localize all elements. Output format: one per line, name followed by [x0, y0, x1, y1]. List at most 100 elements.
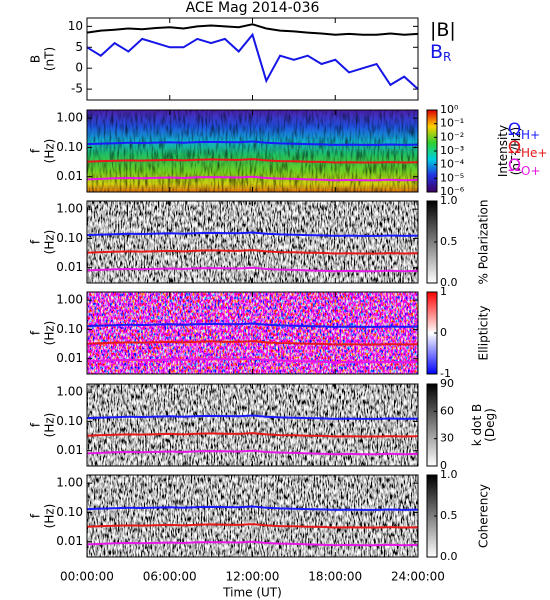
plot-frame [86, 291, 419, 375]
y-tick-label: 1.00 [56, 476, 83, 490]
y-axis-label: f [29, 148, 43, 153]
plot-frame [86, 383, 419, 467]
series-line [86, 357, 419, 364]
y-axis-label: (Hz) [43, 139, 57, 164]
plot-frame [86, 109, 419, 193]
colorbar-label: Coherency [477, 484, 491, 548]
y-axis-label: (Hz) [43, 321, 57, 346]
y-tick-label: 0.10 [56, 505, 83, 519]
colorbar-label: Intensity [496, 125, 510, 177]
series-line [86, 249, 419, 255]
y-tick-label: 10 [68, 19, 83, 33]
y-axis-label: f [29, 239, 43, 244]
colorbar-tick-label: 10⁻³ [440, 144, 464, 157]
series-line [86, 322, 419, 328]
y-axis-label: B [29, 55, 43, 63]
y-tick-label: 0.01 [56, 351, 83, 365]
series-line [86, 340, 419, 346]
colorbar-tick-label: 1.0 [440, 194, 458, 207]
series-line [86, 231, 419, 237]
legend-name: Ω [508, 156, 521, 176]
legend-entry: |B| [430, 19, 456, 41]
y-tick-label: 0.01 [56, 534, 83, 548]
series-line [86, 23, 419, 36]
series-line [86, 140, 419, 146]
colorbar-tick-label: 0.5 [440, 235, 458, 248]
series-line [86, 32, 419, 90]
y-tick-label: 0.01 [56, 260, 83, 274]
y-tick-label: 0.10 [56, 140, 83, 154]
colorbar-label: k dot B [470, 404, 484, 446]
legend-entry: ΩH+ [508, 120, 540, 142]
legend-entry: ΩHe+ [508, 138, 547, 160]
legend-subscript: R [443, 50, 451, 64]
colorbar-tick-label: 10⁻⁶ [440, 185, 465, 198]
legend-subscript: O+ [521, 164, 541, 178]
y-tick-label: 1.00 [56, 293, 83, 307]
plot-frame [86, 17, 419, 101]
colorbar-tick-label: 10⁻⁴ [440, 158, 465, 171]
colorbar-tick-label: 10⁻² [440, 130, 464, 143]
colorbar-tick-label: 0.0 [440, 550, 458, 563]
colorbar-tick-label: 10⁰ [440, 103, 459, 116]
y-axis-label: f [29, 422, 43, 427]
y-axis-label: (Hz) [43, 230, 57, 255]
colorbar-tick-label: 0 [440, 326, 447, 339]
series-line [86, 432, 419, 438]
colorbar-tick-label: 1.0 [440, 468, 458, 481]
y-tick-label: 0.01 [56, 443, 83, 457]
y-tick-label: 1.00 [56, 385, 83, 399]
y-tick-label: 0.10 [56, 322, 83, 336]
y-tick-label: -5 [71, 82, 83, 96]
colorbar-tick-label: 10⁻⁵ [440, 171, 464, 184]
x-axis-label: Time (UT) [222, 586, 282, 600]
x-tick-label: 12:00:00 [226, 570, 280, 584]
colorbar-tick-label: -1 [440, 367, 451, 380]
colorbar-label: Ellipticity [477, 306, 491, 361]
x-tick-label: 18:00:00 [308, 570, 362, 584]
y-axis-label: (Hz) [43, 504, 57, 529]
y-axis-label: f [29, 513, 43, 518]
legend-entry: BR [430, 41, 451, 64]
colorbar-tick-label: 60 [440, 404, 454, 417]
x-tick-label: 24:00:00 [391, 570, 445, 584]
y-tick-label: 1.00 [56, 111, 83, 125]
y-axis-label: (nT) [43, 47, 57, 71]
y-tick-label: 0 [75, 61, 83, 75]
y-tick-label: 5 [75, 40, 83, 54]
x-tick-label: 06:00:00 [143, 570, 197, 584]
plot-frame [86, 200, 419, 284]
series-line [86, 523, 419, 529]
x-tick-label: 00:00:00 [60, 570, 114, 584]
y-axis-label: (Hz) [43, 413, 57, 438]
legend-name: Ω [508, 138, 521, 158]
colorbar [426, 383, 438, 467]
legend-subscript: H+ [521, 128, 540, 142]
colorbar-tick-label: 0.0 [440, 276, 458, 289]
legend-entry: ΩO+ [508, 156, 541, 178]
legend-name: |B| [430, 19, 456, 41]
y-tick-label: 0.01 [56, 169, 83, 183]
chart-title: ACE Mag 2014-036 [186, 0, 320, 16]
colorbar-tick-label: 10⁻¹ [440, 117, 464, 130]
series-line [86, 266, 419, 273]
colorbar-tick-label: 90 [440, 377, 454, 390]
y-tick-label: 0.10 [56, 414, 83, 428]
series-line [86, 449, 419, 456]
legend-name: B [430, 41, 443, 63]
y-tick-label: 0.10 [56, 231, 83, 245]
series-line [86, 158, 419, 164]
colorbar-label: % Polarization [477, 200, 491, 285]
series-line [86, 505, 419, 511]
series-line [86, 540, 419, 547]
series-line [86, 175, 419, 182]
colorbar-tick-label: 0 [440, 459, 447, 472]
plot-frame [86, 474, 419, 558]
colorbar-tick-label: 30 [440, 432, 454, 445]
y-axis-label: f [29, 330, 43, 335]
legend-name: Ω [508, 120, 521, 140]
colorbar-label: (nT²/Hz) [509, 127, 523, 175]
y-tick-label: 1.00 [56, 202, 83, 216]
series-line [86, 414, 419, 420]
